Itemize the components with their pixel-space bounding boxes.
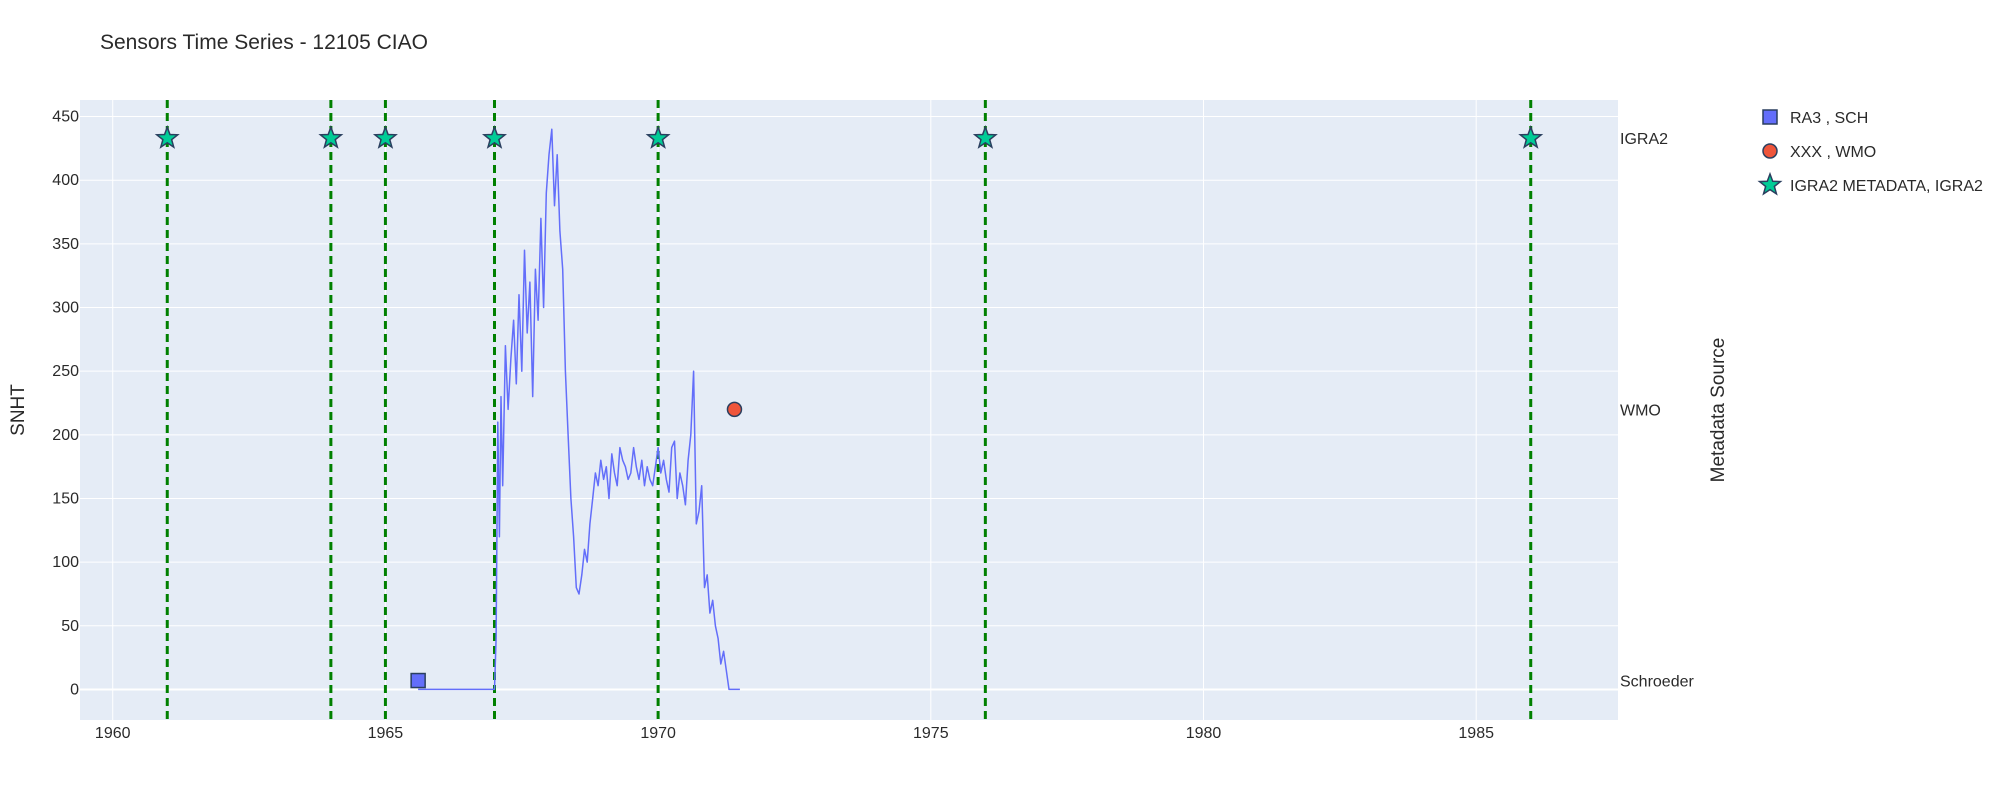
sch-marker bbox=[410, 672, 426, 689]
y-axis: 0 50 100 150 200 250 300 350 400 450 bbox=[52, 109, 79, 699]
x-tick-label: 1980 bbox=[1186, 725, 1222, 742]
legend-label: IGRA2 METADATA, IGRA2 bbox=[1790, 178, 1983, 195]
x-tick-label: 1965 bbox=[368, 725, 404, 742]
y-tick-label: 50 bbox=[61, 618, 79, 635]
y-axis-title: SNHT bbox=[8, 384, 29, 436]
right-axis-label: IGRA2 bbox=[1620, 131, 1668, 148]
igra2-marker bbox=[154, 125, 180, 149]
y-tick-label: 350 bbox=[52, 236, 79, 253]
right-axis-label: WMO bbox=[1620, 402, 1661, 419]
igra2-marker bbox=[1518, 125, 1544, 149]
right-axis-labels: IGRA2 WMO Schroeder bbox=[1620, 131, 1694, 690]
y-tick-label: 450 bbox=[52, 109, 79, 126]
y-tick-label: 400 bbox=[52, 172, 79, 189]
y-tick-label: 150 bbox=[52, 490, 79, 507]
snht-series bbox=[418, 128, 740, 691]
y-tick-label: 300 bbox=[52, 300, 79, 317]
legend-label: RA3 , SCH bbox=[1790, 110, 1868, 127]
right-axis-label: Schroeder bbox=[1620, 674, 1694, 691]
x-axis: 1960 1965 1970 1975 1980 1985 bbox=[95, 725, 1494, 742]
chart-title: Sensors Time Series - 12105 CIAO bbox=[100, 31, 428, 54]
igra2-marker bbox=[972, 125, 998, 149]
legend-label: XXX , WMO bbox=[1790, 144, 1876, 161]
x-tick-label: 1960 bbox=[95, 725, 131, 742]
y-tick-label: 100 bbox=[52, 554, 79, 571]
grid-lines bbox=[80, 100, 1618, 720]
igra2-marker bbox=[372, 125, 398, 149]
igra2-marker bbox=[318, 125, 344, 149]
x-tick-label: 1975 bbox=[913, 725, 949, 742]
right-axis-title: Metadata Source bbox=[1708, 338, 1729, 483]
x-tick-label: 1985 bbox=[1458, 725, 1494, 742]
wmo-marker bbox=[726, 401, 743, 418]
legend-star-icon bbox=[1757, 171, 1783, 196]
plot-area bbox=[80, 100, 1618, 720]
x-tick-label: 1970 bbox=[640, 725, 676, 742]
y-tick-label: 200 bbox=[52, 427, 79, 444]
legend[interactable]: RA3 , SCH XXX , WMO IGRA2 METADATA, IGRA2 bbox=[1757, 109, 1983, 196]
metadata-markers bbox=[154, 125, 1544, 689]
snht-line bbox=[418, 128, 740, 691]
y-tick-label: 0 bbox=[70, 681, 79, 698]
legend-square-icon bbox=[1762, 109, 1778, 125]
igra2-marker bbox=[645, 125, 671, 149]
igra2-marker bbox=[481, 125, 508, 149]
y-tick-label: 250 bbox=[52, 363, 79, 380]
legend-circle-icon bbox=[1762, 143, 1778, 159]
